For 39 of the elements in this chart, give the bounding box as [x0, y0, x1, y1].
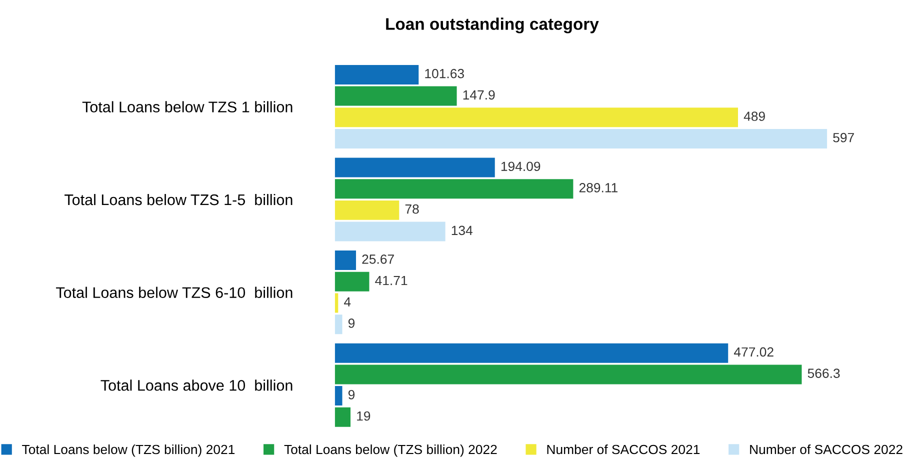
- bar: [334, 86, 457, 106]
- legend-label: Total Loans below (TZS billion) 2021: [22, 444, 235, 457]
- data-label: 566.3: [808, 368, 840, 378]
- y-tick-label: Total Loans below TZS 1-5 billion: [64, 194, 292, 206]
- bar: [334, 364, 802, 384]
- bar: [334, 158, 495, 178]
- bar: [334, 314, 342, 334]
- data-label: 19: [357, 411, 370, 421]
- bar: [334, 250, 356, 270]
- bar: [334, 222, 446, 242]
- chart-title: Loan outstanding category: [386, 18, 599, 34]
- data-label: 477.02: [734, 347, 774, 357]
- legend-label: Number of SACCOS 2021: [547, 444, 700, 454]
- y-tick-label: Total Loans below TZS 1 billion: [82, 101, 292, 112]
- data-label: 147.9: [463, 90, 495, 100]
- data-label: 78: [405, 204, 419, 214]
- bar: [334, 179, 574, 199]
- y-tick-label: Total Loans above 10 billion: [100, 380, 292, 391]
- bar: [334, 64, 419, 84]
- y-tick-label: Total Loans below TZS 6-10 billion: [56, 286, 292, 298]
- data-label: 9: [348, 318, 355, 328]
- data-label: 597: [833, 132, 854, 142]
- data-label: 194.09: [501, 162, 540, 172]
- legend-label: Total Loans below (TZS billion) 2022: [284, 444, 497, 457]
- data-label: 134: [452, 226, 473, 236]
- data-label: 41.71: [375, 276, 408, 286]
- data-label: 101.63: [425, 68, 464, 78]
- data-label: 25.67: [362, 254, 394, 264]
- bar: [334, 272, 370, 292]
- bar: [334, 293, 338, 313]
- data-label: 289.11: [579, 183, 618, 192]
- bar: [334, 108, 738, 128]
- legend-label: Number of SACCOS 2022: [750, 444, 902, 454]
- data-label: 9: [348, 390, 355, 400]
- data-label: 489: [744, 112, 765, 121]
- bar: [334, 128, 828, 148]
- bar: [334, 200, 400, 220]
- data-label: 4: [344, 297, 351, 306]
- bar: [334, 343, 728, 363]
